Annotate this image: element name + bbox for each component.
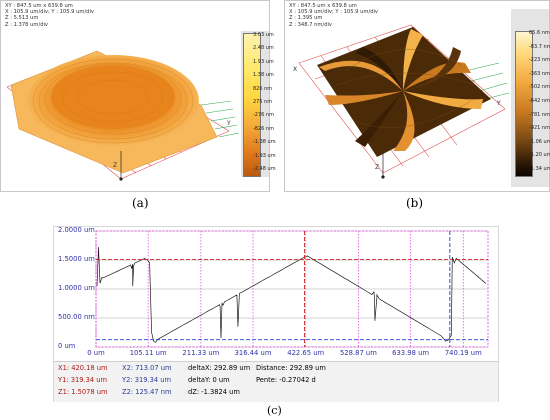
y-tick-label: 2.0000 um: [58, 226, 95, 234]
profile-panel: 2.0000 um 1.5000 um 1.0000 um 500.00 nm 0 um…: [53, 226, 499, 402]
x-tick-label: 740.19 um: [444, 349, 482, 357]
y-tick-label: 1.5000 um: [58, 255, 95, 263]
axis-green-b: [464, 62, 510, 100]
crater-floor-a: [51, 65, 175, 129]
scale-label: -223 nm: [529, 57, 550, 64]
x-tick-label: 0 um: [87, 349, 105, 357]
scale-label: -276 nm: [253, 112, 274, 119]
scale-label: 1.38 um: [253, 72, 274, 79]
caption-b: (b): [406, 196, 424, 210]
plot-border: [95, 230, 489, 348]
scale-label: -921 nm: [529, 125, 550, 132]
scale-label: 1.93 um: [253, 58, 274, 65]
scale-label: 2.48 um: [253, 45, 274, 52]
surface-body-b: [317, 27, 491, 157]
scale-label: -1.20 um: [529, 152, 550, 159]
info-pente: Pente: -0.27042 d: [256, 376, 316, 384]
info-header-a: XY : 847.5 um x 639.8 um X : 105.9 um/di…: [5, 3, 94, 28]
scale-label: 65.6 nm: [529, 30, 550, 36]
x-tick-label: 105.11 um: [129, 349, 167, 357]
info-deltay: deltaY: 0 um: [188, 376, 230, 384]
header-line: X : 105.9 um/div; Y : 105.9 um/div: [5, 9, 94, 16]
y-tick-label: 1.0000 um: [58, 284, 95, 292]
info-x2: X2: 713.07 um: [122, 364, 172, 372]
profile-plot: [95, 230, 489, 348]
scale-label: -642 nm: [529, 98, 550, 104]
scale-label: -826 nm: [253, 125, 274, 132]
header-line: Z : 348.7 nm/div: [289, 21, 332, 28]
scale-label: 3.03 um: [253, 32, 274, 38]
y-tick-label: 500.00 nm: [58, 313, 95, 321]
info-dz: dZ: -1.3824 um: [188, 388, 240, 396]
x-tick-label: 316.44 um: [234, 349, 272, 357]
header-line: XY : 847.5 um x 639.8 um: [289, 3, 357, 9]
surface-plot-b: XY : 847.5 um x 639.8 um X : 105.9 um/di…: [284, 0, 550, 192]
caption-c: (c): [267, 404, 282, 417]
scale-label: -363 nm: [529, 70, 550, 77]
color-scale-a: [243, 33, 261, 177]
scale-label: -1.34 um: [529, 166, 550, 172]
header-line: X : 105.9 um/div; Y : 105.9 um/div: [289, 9, 378, 16]
x-tick-label: 528.87 um: [339, 349, 377, 357]
info-y1: Y1: 319.34 um: [58, 376, 107, 384]
info-x1: X1: 420.18 um: [58, 364, 108, 372]
axis-label-y-a: Y: [226, 120, 231, 127]
header-line: Z : 5.513 um: [5, 15, 39, 22]
header-line: Z : 1.378 um/div: [5, 21, 48, 28]
header-line: Z : 1.395 um: [289, 15, 323, 22]
axis-label-z-a: Z: [113, 162, 117, 169]
info-header-b: XY : 847.5 um x 639.8 um X : 105.9 um/di…: [289, 3, 378, 28]
scale-label: -1.93 um: [253, 152, 276, 159]
info-z2: Z2: 125.47 nm: [122, 388, 172, 396]
surface-plot-a: XY : 847.5 um x 639.8 um X : 105.9 um/di…: [0, 0, 276, 192]
profile-line: [96, 247, 487, 343]
x-tick-label: 633.98 um: [392, 349, 430, 357]
axis-label-x-b: X: [293, 66, 297, 73]
scale-label: -502 nm: [529, 84, 550, 91]
scale-label: -1.06 um: [529, 138, 550, 145]
info-distance: Distance: 292.89 um: [256, 364, 326, 372]
scale-label: -83.7 nm: [529, 43, 550, 50]
scale-label: 275 nm: [253, 99, 273, 105]
scale-label: -781 nm: [529, 111, 550, 118]
surface-render-a: Z Y: [6, 50, 240, 181]
info-y2: Y2: 319.34 um: [122, 376, 171, 384]
axis-green-a: [200, 100, 240, 138]
color-scale-b: [515, 31, 533, 177]
measure-info-bar: [54, 361, 498, 402]
caption-a: (a): [132, 196, 149, 210]
spiral-blades-b: [319, 29, 483, 151]
y-tick-label: 0 um: [58, 342, 76, 350]
info-deltax: deltaX: 292.89 um: [188, 364, 251, 372]
x-tick-label: 422.65 um: [287, 349, 325, 357]
scale-label: -2.48 um: [253, 166, 276, 172]
surface-render-b: X Y Z: [293, 24, 510, 179]
scale-label: -1.38 um: [253, 139, 276, 146]
axis-label-z-b: Z: [375, 164, 379, 171]
axis-label-y-b: Y: [496, 100, 501, 107]
scale-label: 826 nm: [253, 85, 273, 92]
header-line: XY : 847.5 um x 639.8 um: [5, 3, 73, 9]
info-z1: Z1: 1.5078 um: [58, 388, 108, 396]
x-tick-label: 211.33 um: [182, 349, 220, 357]
